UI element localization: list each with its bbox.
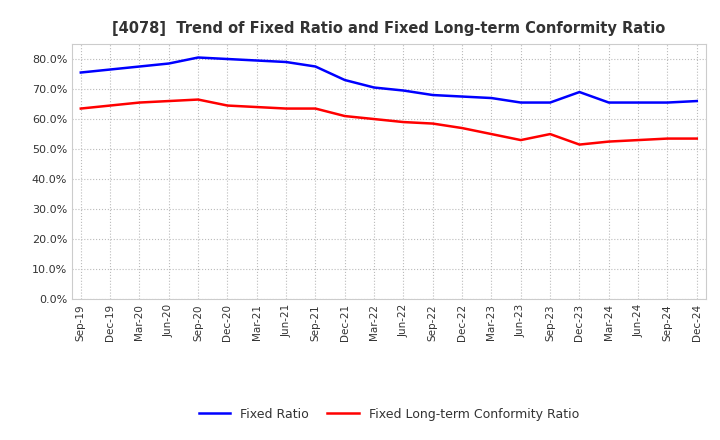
Fixed Ratio bbox=[223, 56, 232, 62]
Fixed Long-term Conformity Ratio bbox=[76, 106, 85, 111]
Fixed Ratio bbox=[516, 100, 525, 105]
Fixed Long-term Conformity Ratio bbox=[194, 97, 202, 102]
Fixed Ratio bbox=[575, 89, 584, 95]
Fixed Long-term Conformity Ratio bbox=[253, 104, 261, 110]
Fixed Ratio bbox=[135, 64, 144, 69]
Title: [4078]  Trend of Fixed Ratio and Fixed Long-term Conformity Ratio: [4078] Trend of Fixed Ratio and Fixed Lo… bbox=[112, 21, 665, 36]
Fixed Long-term Conformity Ratio bbox=[605, 139, 613, 144]
Fixed Long-term Conformity Ratio bbox=[106, 103, 114, 108]
Fixed Long-term Conformity Ratio bbox=[487, 132, 496, 137]
Fixed Long-term Conformity Ratio bbox=[282, 106, 290, 111]
Fixed Ratio bbox=[311, 64, 320, 69]
Fixed Long-term Conformity Ratio bbox=[575, 142, 584, 147]
Line: Fixed Ratio: Fixed Ratio bbox=[81, 58, 697, 103]
Fixed Ratio bbox=[253, 58, 261, 63]
Fixed Long-term Conformity Ratio bbox=[458, 125, 467, 131]
Fixed Long-term Conformity Ratio bbox=[223, 103, 232, 108]
Fixed Ratio bbox=[458, 94, 467, 99]
Fixed Ratio bbox=[634, 100, 642, 105]
Fixed Ratio bbox=[282, 59, 290, 65]
Fixed Ratio bbox=[487, 95, 496, 101]
Fixed Long-term Conformity Ratio bbox=[311, 106, 320, 111]
Fixed Long-term Conformity Ratio bbox=[135, 100, 144, 105]
Legend: Fixed Ratio, Fixed Long-term Conformity Ratio: Fixed Ratio, Fixed Long-term Conformity … bbox=[194, 403, 584, 425]
Fixed Ratio bbox=[76, 70, 85, 75]
Fixed Ratio bbox=[663, 100, 672, 105]
Fixed Ratio bbox=[693, 99, 701, 104]
Fixed Ratio bbox=[546, 100, 554, 105]
Fixed Long-term Conformity Ratio bbox=[693, 136, 701, 141]
Fixed Long-term Conformity Ratio bbox=[428, 121, 437, 126]
Fixed Ratio bbox=[428, 92, 437, 98]
Fixed Ratio bbox=[605, 100, 613, 105]
Fixed Ratio bbox=[341, 77, 349, 83]
Fixed Ratio bbox=[399, 88, 408, 93]
Fixed Long-term Conformity Ratio bbox=[634, 137, 642, 143]
Fixed Long-term Conformity Ratio bbox=[663, 136, 672, 141]
Fixed Long-term Conformity Ratio bbox=[546, 132, 554, 137]
Fixed Long-term Conformity Ratio bbox=[164, 99, 173, 104]
Fixed Long-term Conformity Ratio bbox=[341, 114, 349, 119]
Fixed Long-term Conformity Ratio bbox=[516, 137, 525, 143]
Line: Fixed Long-term Conformity Ratio: Fixed Long-term Conformity Ratio bbox=[81, 99, 697, 145]
Fixed Ratio bbox=[194, 55, 202, 60]
Fixed Long-term Conformity Ratio bbox=[370, 117, 379, 122]
Fixed Ratio bbox=[106, 67, 114, 72]
Fixed Ratio bbox=[370, 85, 379, 90]
Fixed Ratio bbox=[164, 61, 173, 66]
Fixed Long-term Conformity Ratio bbox=[399, 119, 408, 125]
